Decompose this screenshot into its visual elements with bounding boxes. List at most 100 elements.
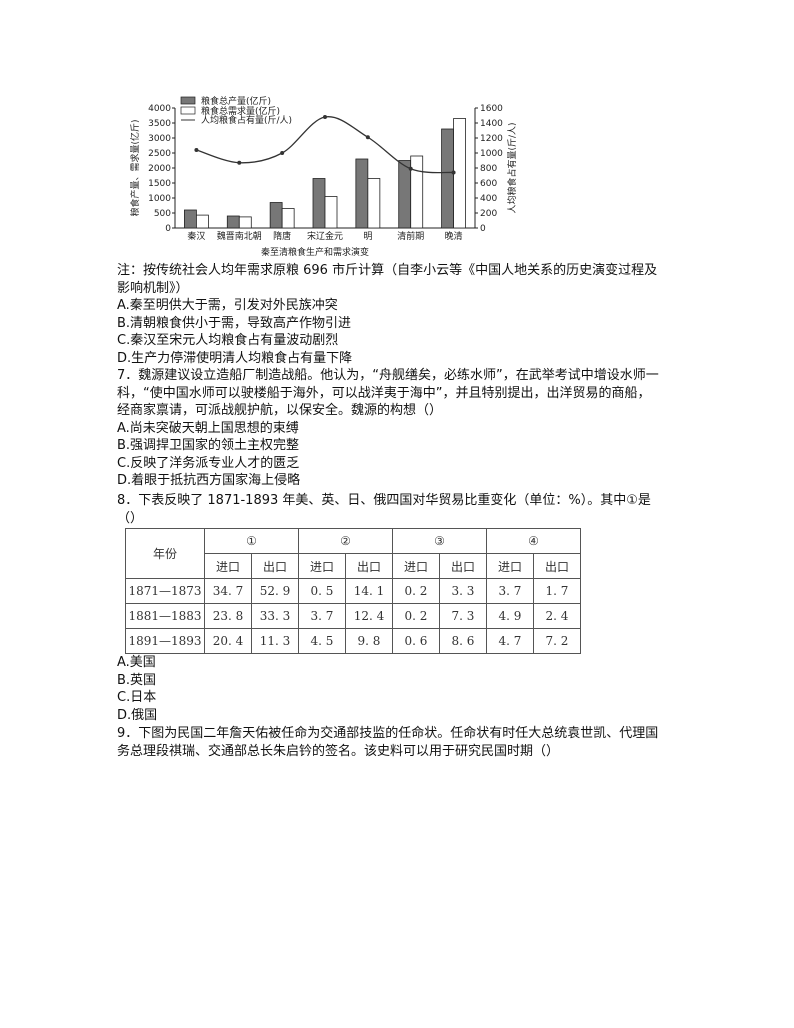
q8-option-b: B.英国 bbox=[117, 672, 157, 688]
y-tick-label: 2500 bbox=[148, 149, 171, 159]
group-header: ① bbox=[204, 528, 299, 554]
y-tick-label: 4000 bbox=[148, 104, 171, 114]
y2-tick-label: 1600 bbox=[480, 104, 503, 114]
q6-option-b: B.清朝粮食供小于需，导致高产作物引进 bbox=[117, 315, 352, 331]
legend-production-swatch bbox=[180, 96, 196, 105]
year-cell: 1881—1883 bbox=[125, 603, 205, 629]
import-header: 进口 bbox=[298, 553, 346, 579]
import-header: 进口 bbox=[392, 553, 440, 579]
value-cell: 7. 2 bbox=[533, 628, 581, 654]
value-cell: 3. 7 bbox=[298, 603, 346, 629]
q6-option-c: C.秦汉至宋元人均粮食占有量波动剧烈 bbox=[117, 333, 339, 348]
group-header: ② bbox=[298, 528, 393, 554]
value-cell: 33. 3 bbox=[251, 603, 299, 629]
x-tick-label: 清前期 bbox=[397, 230, 424, 242]
value-cell: 0. 6 bbox=[392, 628, 440, 654]
import-header: 进口 bbox=[486, 553, 534, 579]
value-cell: 0. 2 bbox=[392, 578, 440, 604]
chart-note: 注：按传统社会人均年需求原粮 696 市斤计算（自李小云等《中国人地关系的历史演… bbox=[117, 263, 658, 278]
grain-chart: 0 500 1000 1500 2000 2500 3000 3500 4000 0 200 400 6… bbox=[129, 95, 518, 258]
per-capita-point bbox=[365, 135, 370, 140]
demand-bar bbox=[324, 196, 338, 229]
value-cell: 3. 7 bbox=[486, 578, 534, 604]
production-bar bbox=[441, 128, 454, 229]
y2-tick-label: 1400 bbox=[480, 119, 503, 129]
q8-option-d: D.俄国 bbox=[117, 707, 158, 723]
per-capita-point bbox=[194, 148, 199, 152]
y2-tick-label: 200 bbox=[480, 209, 497, 219]
year-cell: 1891—1893 bbox=[125, 628, 205, 654]
y2-tick-label: 1000 bbox=[480, 149, 503, 159]
value-cell: 4. 5 bbox=[298, 628, 346, 654]
chart-note-cont: 影响机制》） bbox=[117, 280, 189, 296]
value-cell: 0. 2 bbox=[392, 603, 440, 629]
value-cell: 14. 1 bbox=[345, 578, 393, 604]
demand-bar bbox=[410, 155, 424, 229]
year-header: 年份 bbox=[125, 528, 205, 579]
y2-axis-label: 人均粮食占有量(斤/人) bbox=[506, 122, 518, 213]
y-axis-label: 粮食产量、需求量(亿斤) bbox=[129, 119, 141, 216]
export-header: 出口 bbox=[251, 553, 299, 579]
value-cell: 1. 7 bbox=[533, 578, 581, 604]
per-capita-point bbox=[451, 170, 456, 175]
y2-tick-label: 600 bbox=[480, 179, 497, 189]
y-tick-label: 3000 bbox=[148, 134, 171, 144]
q7-option-b: B.强调捍卫国家的领土主权完整 bbox=[117, 438, 300, 453]
y-tick-label: 1000 bbox=[148, 194, 171, 204]
x-tick-label: 晚清 bbox=[445, 230, 463, 242]
x-tick-label: 明 bbox=[363, 231, 372, 242]
per-capita-point bbox=[237, 160, 242, 165]
q6-option-d: D.生产力停滞使明清人均粮食占有量下降 bbox=[117, 350, 353, 366]
demand-bar bbox=[281, 208, 295, 229]
trade-table: 年份 ① ② ③ ④ 进口 出口 进口 出口 进口 出口 进口 出口 1871—… bbox=[125, 528, 581, 654]
x-tick-label: 魏晋南北朝 bbox=[217, 230, 262, 242]
production-bar bbox=[355, 158, 369, 229]
per-capita-point bbox=[408, 166, 413, 171]
table-row: 1871—1873 34. 7 52. 9 0. 5 14. 1 0. 2 3. 3 3. 7… bbox=[125, 578, 581, 604]
q7-stem-1: 7．魏源建议设立造船厂制造战船。他认为，“舟舰缮矣，必练水师”，在武举考试中增设… bbox=[117, 368, 659, 383]
year-cell: 1871—1873 bbox=[125, 578, 205, 604]
import-header: 进口 bbox=[204, 553, 252, 579]
group-header: ④ bbox=[486, 528, 581, 554]
legend-demand: 粮食总需求量(亿斤) bbox=[201, 105, 280, 117]
production-bar bbox=[269, 202, 283, 229]
table-row: 1881—1883 23. 8 33. 3 3. 7 12. 4 0. 2 7. 3 4. 9… bbox=[125, 603, 581, 629]
value-cell: 2. 4 bbox=[533, 603, 581, 629]
value-cell: 4. 9 bbox=[486, 603, 534, 629]
y2-tick-label: 800 bbox=[480, 164, 497, 174]
export-header: 出口 bbox=[345, 553, 393, 579]
production-bar bbox=[184, 209, 197, 229]
q7-option-c: C.反映了洋务派专业人才的匮乏 bbox=[117, 455, 300, 471]
value-cell: 0. 5 bbox=[298, 578, 346, 604]
y-tick-label: 0 bbox=[165, 224, 171, 234]
value-cell: 23. 8 bbox=[204, 603, 252, 629]
y2-tick-label: 400 bbox=[480, 194, 497, 204]
x-tick-label: 隋唐 bbox=[273, 230, 291, 242]
export-header: 出口 bbox=[533, 553, 581, 579]
value-cell: 34. 7 bbox=[204, 578, 252, 604]
value-cell: 8. 6 bbox=[439, 628, 487, 654]
per-capita-point bbox=[323, 115, 327, 119]
demand-bar bbox=[196, 214, 209, 229]
chart-title: 秦至清粮食生产和需求演变 bbox=[261, 246, 369, 258]
q9-stem-1: 9．下图为民国二年詹天佑被任命为交通部技监的任命状。任命状有时任大总统袁世凯、代… bbox=[117, 726, 659, 741]
legend-per-capita: 人均粮食占有量(斤/人) bbox=[201, 114, 292, 126]
y-tick-label: 500 bbox=[154, 209, 171, 219]
y-tick-label: 2000 bbox=[148, 164, 171, 174]
production-bar bbox=[226, 215, 240, 229]
q8-stem-2: （） bbox=[117, 510, 144, 526]
per-capita-point bbox=[280, 151, 285, 155]
x-tick-label: 宋辽金元 bbox=[307, 230, 343, 242]
x-tick-label: 秦汉 bbox=[187, 230, 205, 242]
demand-bar bbox=[238, 216, 252, 229]
q8-option-a: A.美国 bbox=[117, 655, 156, 670]
demand-bar bbox=[367, 178, 381, 229]
y-tick-label: 3500 bbox=[148, 119, 171, 129]
value-cell: 20. 4 bbox=[204, 628, 252, 654]
q7-stem-2: 科，“使中国水师可以驶楼船于海外，可以战洋夷于海中”，并且特别提出，出洋贸易的商… bbox=[117, 385, 651, 401]
value-cell: 3. 3 bbox=[439, 578, 487, 604]
q7-option-d: D.着眼于抵抗西方国家海上侵略 bbox=[117, 473, 301, 488]
y2-tick-label: 0 bbox=[480, 224, 486, 234]
